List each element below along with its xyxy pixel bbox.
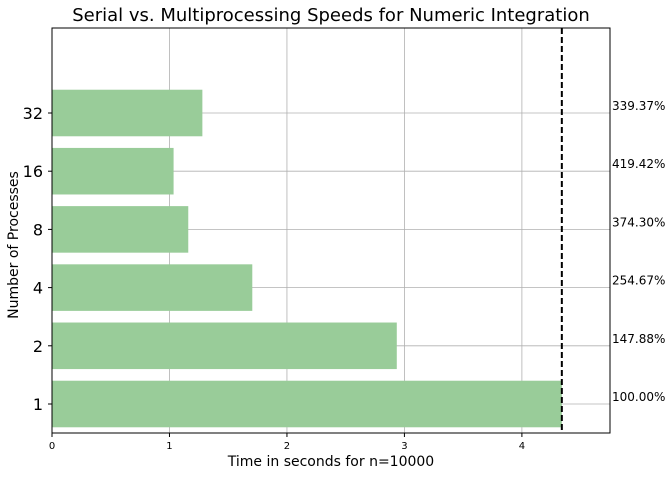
plot-frame bbox=[51, 27, 611, 434]
speedup-label: 374.30% bbox=[612, 215, 665, 229]
y-tick-label: 8 bbox=[33, 220, 43, 239]
speedup-labels: 100.00% 147.88% 254.67% 374.30% 419.42% 339.3… bbox=[612, 99, 665, 404]
x-tick-label: 3 bbox=[401, 441, 407, 452]
speedup-label: 339.37% bbox=[612, 99, 665, 113]
x-tick-label: 1 bbox=[166, 441, 172, 452]
bar bbox=[52, 322, 397, 370]
x-axis-label: Time in seconds for n=10000 bbox=[227, 454, 434, 470]
bar bbox=[52, 206, 189, 253]
y-axis-ticks: 1 2 4 8 16 32 bbox=[23, 104, 52, 414]
bar bbox=[52, 147, 174, 195]
x-tick-label: 4 bbox=[519, 441, 525, 452]
speedup-label: 100.00% bbox=[612, 390, 665, 404]
speedup-label: 254.67% bbox=[612, 274, 665, 288]
chart-title: Serial vs. Multiprocessing Speeds for Nu… bbox=[72, 5, 590, 26]
bar bbox=[52, 89, 203, 137]
speedup-label: 147.88% bbox=[612, 332, 665, 346]
y-tick-label: 2 bbox=[33, 337, 43, 356]
x-axis-ticks: 0 1 2 3 4 bbox=[49, 433, 525, 452]
y-tick-label: 1 bbox=[33, 395, 43, 414]
bars bbox=[52, 89, 562, 428]
y-tick-label: 4 bbox=[33, 279, 43, 298]
x-tick-label: 0 bbox=[49, 441, 55, 452]
y-tick-label: 16 bbox=[23, 162, 43, 181]
bar bbox=[52, 264, 253, 311]
y-tick-label: 32 bbox=[23, 104, 43, 123]
bar bbox=[52, 380, 562, 428]
speedup-label: 419.42% bbox=[612, 157, 665, 171]
x-tick-label: 2 bbox=[284, 441, 290, 452]
y-axis-label: Number of Processes bbox=[6, 171, 22, 319]
